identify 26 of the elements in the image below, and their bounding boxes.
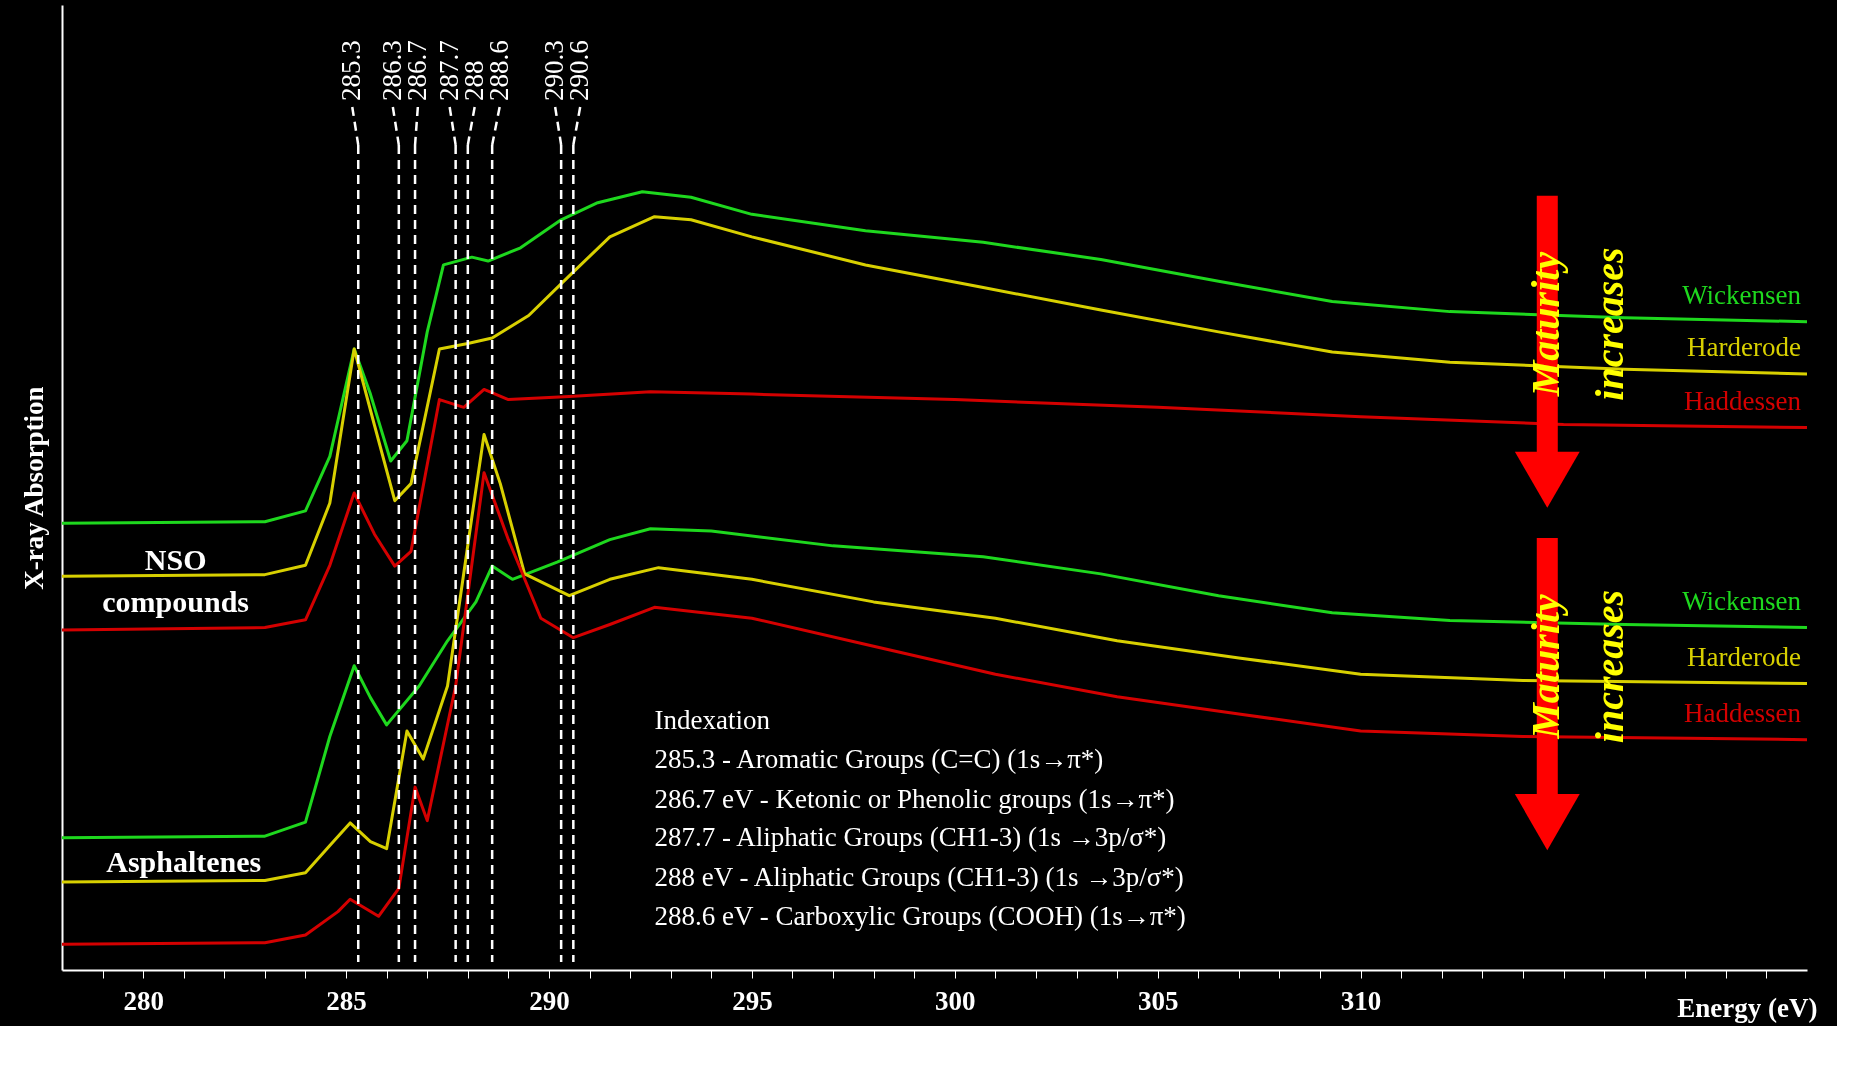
x-tick-label: 310 xyxy=(1340,985,1382,1016)
annotation: 287.7 - Aliphatic Groups (CH1-3) (1s →3p/σ*) xyxy=(654,822,1167,853)
annotation: Indexation xyxy=(654,704,771,735)
annotation: Asphaltenes xyxy=(106,845,262,879)
x-tick-label: 290 xyxy=(529,985,570,1016)
series-label: Wickensen xyxy=(1682,279,1802,310)
annotation: Maturity increases xyxy=(1523,589,1633,744)
series-label: Harderode xyxy=(1687,641,1802,672)
annotation: NSO compounds xyxy=(102,543,249,619)
x-axis-title: Energy (eV) xyxy=(1677,992,1818,1023)
annotation: 288.6 eV - Carboxylic Groups (COOH) (1s→π*) xyxy=(654,901,1186,932)
annotation: 285.3 - Aromatic Groups (C=C) (1s→π*) xyxy=(654,743,1104,774)
annotation: Maturity increases xyxy=(1523,247,1633,401)
ref-line-label: 285.3 xyxy=(336,40,367,101)
annotation: 288 eV - Aliphatic Groups (CH1-3) (1s →3p/σ*) xyxy=(654,862,1184,893)
series-label: Wickensen xyxy=(1682,585,1802,616)
x-tick-label: 285 xyxy=(326,985,367,1016)
y-axis-title: X-ray Absorption xyxy=(18,386,49,590)
series-label: Haddessen xyxy=(1684,697,1802,728)
series-label: Haddessen xyxy=(1684,385,1802,416)
annotation: 286.7 eV - Ketonic or Phenolic groups (1s→π*) xyxy=(654,783,1175,814)
x-tick-label: 295 xyxy=(732,985,773,1016)
series-label: Harderode xyxy=(1687,331,1802,362)
x-tick-label: 305 xyxy=(1137,985,1179,1016)
x-tick-label: 300 xyxy=(935,985,976,1016)
x-tick-label: 280 xyxy=(123,985,164,1016)
